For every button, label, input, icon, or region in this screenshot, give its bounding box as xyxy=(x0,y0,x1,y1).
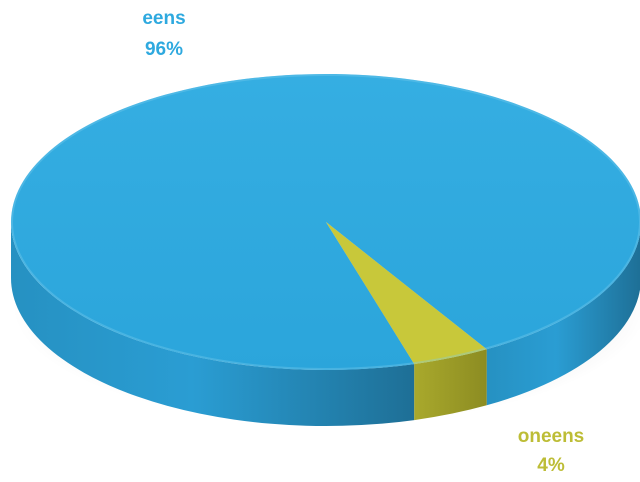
pie-rim-highlight xyxy=(11,74,640,370)
pie-side-oneens xyxy=(414,349,487,421)
slice-label-oneens: oneens xyxy=(517,426,585,447)
pie-side-eens xyxy=(11,222,415,426)
slice-value-oneens: 4% xyxy=(537,455,565,476)
pie-top-layer xyxy=(11,74,640,370)
pie-side-layer xyxy=(11,222,640,426)
pie-slice-oneens xyxy=(326,222,487,365)
pie-side-eens-1 xyxy=(486,233,640,406)
pie-slice-eens xyxy=(11,74,640,370)
slice-label-eens: eens xyxy=(142,8,186,29)
slice-value-eens: 96% xyxy=(144,39,184,60)
